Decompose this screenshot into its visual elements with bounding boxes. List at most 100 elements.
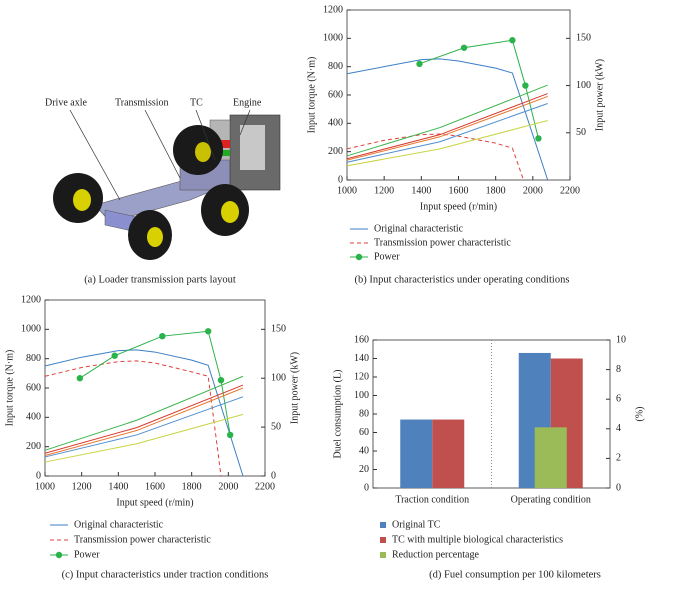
legend-label: Transmission power characteristic <box>374 237 511 248</box>
series-marker <box>159 332 166 340</box>
y2-tick-label: 2 <box>616 453 621 464</box>
y-tick-label: 1200 <box>21 294 41 305</box>
y2-tick-label: 100 <box>271 373 286 384</box>
y2-tick-label: 4 <box>616 423 621 434</box>
bar <box>534 427 567 488</box>
x-tick-label: Traction condition <box>395 494 469 505</box>
x-tick-label: 2000 <box>523 185 543 196</box>
series-line <box>79 330 231 436</box>
x-tick-label: 1400 <box>108 481 128 492</box>
y-tick-label: 0 <box>364 482 369 493</box>
y2-tick-label: 50 <box>576 127 586 138</box>
legend-label: Original characteristic <box>74 519 164 530</box>
y-tick-label: 20 <box>359 464 369 475</box>
y-tick-label: 400 <box>26 412 41 423</box>
y-tick-label: 40 <box>359 445 369 456</box>
series-line <box>44 413 244 463</box>
y-tick-label: 200 <box>328 146 343 157</box>
y2-tick-label: 100 <box>576 80 591 91</box>
series-line <box>44 387 244 456</box>
legend-label: TC with multiple biological characterist… <box>392 534 563 545</box>
x-axis-label: Input speed (r/min) <box>420 201 497 212</box>
series-marker <box>460 44 468 51</box>
x-tick-label: 1200 <box>374 185 394 196</box>
series-line <box>346 120 548 167</box>
y2-axis-label: Input power (kW) <box>594 59 605 131</box>
bar <box>432 419 465 488</box>
legend-label: Transmission power characteristic <box>74 534 211 545</box>
y-tick-label: 80 <box>359 408 369 419</box>
series-line <box>346 58 549 181</box>
series-line <box>44 384 244 454</box>
x-tick-label: 1600 <box>145 481 165 492</box>
y-axis-label: Input torque (N·m) <box>306 57 317 134</box>
y-tick-label: 140 <box>354 353 369 364</box>
series-line <box>419 39 539 139</box>
y2-tick-label: 50 <box>271 421 281 432</box>
y2-axis-label: (%) <box>634 407 645 422</box>
caption: (b) Input characteristics under operatin… <box>355 274 570 285</box>
y2-tick-label: 0 <box>271 470 276 481</box>
series-marker <box>509 37 516 44</box>
x-tick-label: 1800 <box>182 481 202 492</box>
y-tick-label: 600 <box>328 89 343 100</box>
series-marker <box>535 135 542 142</box>
legend-marker <box>55 551 63 559</box>
y-tick-label: 800 <box>26 353 41 364</box>
y-tick-label: 1000 <box>323 33 343 44</box>
y2-axis-label: Input power (kW) <box>289 352 300 424</box>
y-tick-label: 200 <box>26 441 41 452</box>
series-line <box>44 349 244 477</box>
y2-tick-label: 6 <box>616 393 621 404</box>
x-tick-label: 1400 <box>411 185 431 196</box>
y-tick-label: 400 <box>328 118 343 129</box>
y2-tick-label: 10 <box>616 334 626 345</box>
y2-tick-label: 150 <box>271 324 286 335</box>
x-tick-label: 1800 <box>486 185 506 196</box>
legend-label: Power <box>374 251 400 262</box>
x-tick-label: Operating condition <box>511 494 591 505</box>
x-tick-label: 1000 <box>337 185 357 196</box>
y-tick-label: 120 <box>354 371 369 382</box>
legend-swatch <box>380 522 386 528</box>
series-marker <box>226 431 234 439</box>
x-axis-label: Input speed (r/min) <box>116 497 193 508</box>
series-line <box>346 103 548 163</box>
part-label: Drive axle <box>45 97 87 108</box>
series-marker <box>76 375 84 382</box>
y-tick-label: 0 <box>338 174 343 185</box>
y-tick-label: 100 <box>354 390 369 401</box>
y-tick-label: 60 <box>359 427 369 438</box>
y2-tick-label: 150 <box>576 33 591 44</box>
y-tick-label: 160 <box>354 334 369 345</box>
plot-frame <box>44 299 266 477</box>
legend-label: Reduction percentage <box>392 549 479 560</box>
part-label: Engine <box>233 97 262 108</box>
legend-label: Original TC <box>392 519 441 530</box>
part-label: TC <box>190 97 203 108</box>
series-marker <box>111 352 118 359</box>
x-tick-label: 2200 <box>255 481 275 492</box>
y-tick-label: 0 <box>36 470 41 481</box>
series-line <box>44 375 244 451</box>
y-tick-label: 800 <box>328 61 343 72</box>
series-marker <box>204 328 212 335</box>
loader-illustration <box>53 109 281 260</box>
x-tick-label: 2200 <box>560 185 580 196</box>
y2-tick-label: 0 <box>616 482 621 493</box>
x-tick-label: 1200 <box>72 481 92 492</box>
caption: (d) Fuel consumption per 100 kilometers <box>429 569 601 580</box>
x-tick-label: 1600 <box>449 185 469 196</box>
x-tick-label: 1000 <box>35 481 55 492</box>
legend-marker <box>355 253 363 261</box>
series-marker <box>522 82 529 89</box>
y-tick-label: 1200 <box>323 4 343 15</box>
series-marker <box>416 60 423 68</box>
y2-tick-label: 8 <box>616 364 621 375</box>
series-line <box>346 133 525 181</box>
series-line <box>44 396 244 458</box>
y-tick-label: 600 <box>26 382 41 393</box>
bar <box>400 419 433 488</box>
legend-label: Power <box>74 549 100 560</box>
